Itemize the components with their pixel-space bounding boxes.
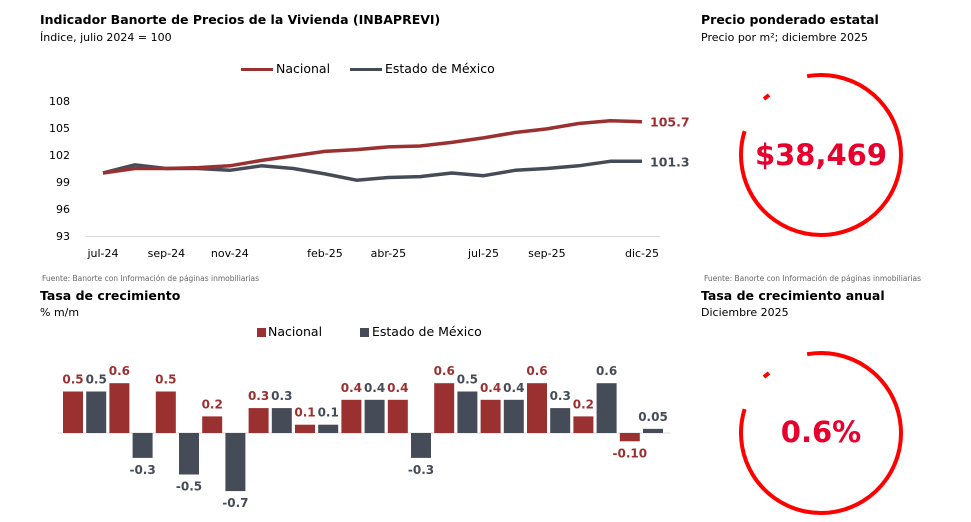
x-tick-label: abr-25 (371, 247, 407, 260)
bar-edomex (225, 433, 246, 492)
y-tick-label: 105 (49, 122, 70, 135)
x-tick-label: sep-24 (148, 247, 185, 260)
data-label: -0.7 (222, 496, 248, 510)
bar-nacional (109, 383, 130, 433)
x-tick-label: dic-25 (625, 247, 659, 260)
legend-label-edomex: Estado de México (385, 61, 495, 76)
legend-label-nacional: Nacional (268, 324, 323, 339)
y-tick-label: 108 (49, 95, 70, 108)
data-label: -0.10 (613, 446, 648, 460)
data-label: 0.2 (202, 397, 223, 411)
series-line-nacional (102, 119, 643, 175)
data-label: -0.3 (129, 463, 155, 477)
y-tick-label: 99 (56, 176, 70, 189)
bar-nacional (63, 391, 83, 433)
price-kpi-circle (739, 73, 903, 237)
bar-nacional (434, 383, 455, 433)
data-label: 0.4 (503, 381, 524, 395)
legend-swatch-edomex (350, 68, 382, 71)
data-label: 0.4 (364, 381, 385, 395)
legend-label-nacional: Nacional (276, 61, 331, 76)
bar-chart-subtitle: % m/m (40, 306, 80, 319)
bar-edomex (596, 383, 617, 433)
data-label: 0.1 (318, 406, 339, 420)
annual-growth-subtitle: Diciembre 2025 (701, 306, 789, 319)
legend-label-edomex: Estado de México (372, 324, 482, 339)
bar-nacional (480, 399, 501, 433)
data-label: 0.5 (62, 373, 83, 387)
data-label: 0.4 (341, 381, 362, 395)
bar-nacional (248, 408, 269, 433)
price-title: Precio ponderado estatal (701, 12, 879, 27)
bar-nacional (202, 416, 223, 433)
y-tick-label: 96 (56, 203, 70, 216)
data-label: 0.4 (480, 381, 501, 395)
line-chart: 93 96 99 102 105 108 jul-24 sep-24 nov-24 feb-25 a… (49, 95, 690, 260)
data-label: 0.3 (248, 389, 269, 403)
y-tick-label: 93 (56, 230, 70, 243)
data-label: 0.05 (638, 410, 668, 424)
bar-nacional (619, 433, 640, 442)
bar-edomex (364, 399, 385, 433)
bar-edomex (86, 391, 107, 433)
bar-nacional (295, 424, 315, 433)
data-label: 0.6 (434, 364, 455, 378)
bar-nacional (387, 399, 408, 433)
bar-edomex (132, 433, 153, 458)
bar-edomex (411, 433, 431, 458)
bar-edomex (271, 408, 292, 433)
bar-nacional (155, 391, 176, 433)
data-label: 0.3 (550, 389, 571, 403)
bar-chart-title: Tasa de crecimiento (40, 288, 181, 303)
x-tick-label: nov-24 (211, 247, 249, 260)
growth-kpi-circle (739, 351, 903, 515)
bar-nacional (573, 416, 594, 433)
price-value: $38,469 (754, 138, 888, 172)
bar-chart: 0.5 0.50.6-0.30.5-0.50.2-0.70.3 0.30.1 0.10… (58, 364, 670, 510)
bar-edomex (318, 424, 339, 433)
end-label: 101.3 (650, 154, 690, 169)
data-label: 0.5 (86, 373, 107, 387)
legend-swatch-nacional (241, 68, 273, 71)
annual-growth-title: Tasa de crecimiento anual (701, 288, 885, 303)
data-label: -0.5 (176, 480, 202, 494)
data-label: 0.5 (457, 373, 478, 387)
bar-edomex (643, 428, 663, 433)
data-label: 0.6 (596, 364, 617, 378)
data-label: 0.6 (109, 364, 130, 378)
series-line-edomex (102, 159, 642, 182)
data-label: 0.2 (573, 397, 594, 411)
legend-swatch-edomex (360, 328, 369, 337)
data-label: 0.6 (526, 364, 547, 378)
bar-edomex (179, 433, 199, 475)
x-tick-label: jul-24 (86, 247, 118, 260)
x-tick-label: feb-25 (307, 247, 343, 260)
x-tick-label: jul-25 (467, 247, 499, 260)
bar-edomex (503, 399, 524, 433)
bar-edomex (457, 391, 478, 433)
annual-growth-value: 0.6% (780, 415, 862, 449)
data-label: -0.3 (408, 463, 434, 477)
bar-nacional (341, 399, 362, 433)
bar-nacional (527, 383, 547, 433)
bar-edomex (550, 408, 571, 433)
data-label: 0.4 (387, 381, 408, 395)
data-label: 0.1 (294, 406, 315, 420)
x-tick-label: sep-25 (528, 247, 565, 260)
data-label: 0.3 (271, 389, 292, 403)
legend-swatch-nacional (257, 328, 266, 337)
end-label: 105.7 (650, 115, 690, 130)
price-source: Fuente: Banorte con Información de págin… (704, 274, 922, 283)
line-chart-subtitle: Índice, julio 2024 = 100 (40, 31, 172, 44)
data-label: 0.5 (155, 373, 176, 387)
y-tick-label: 102 (49, 149, 70, 162)
price-subtitle: Precio por m²; diciembre 2025 (701, 31, 869, 44)
line-chart-title: Indicador Banorte de Precios de la Vivie… (40, 12, 441, 27)
line-chart-source: Fuente: Banorte con Información de págin… (42, 274, 260, 283)
